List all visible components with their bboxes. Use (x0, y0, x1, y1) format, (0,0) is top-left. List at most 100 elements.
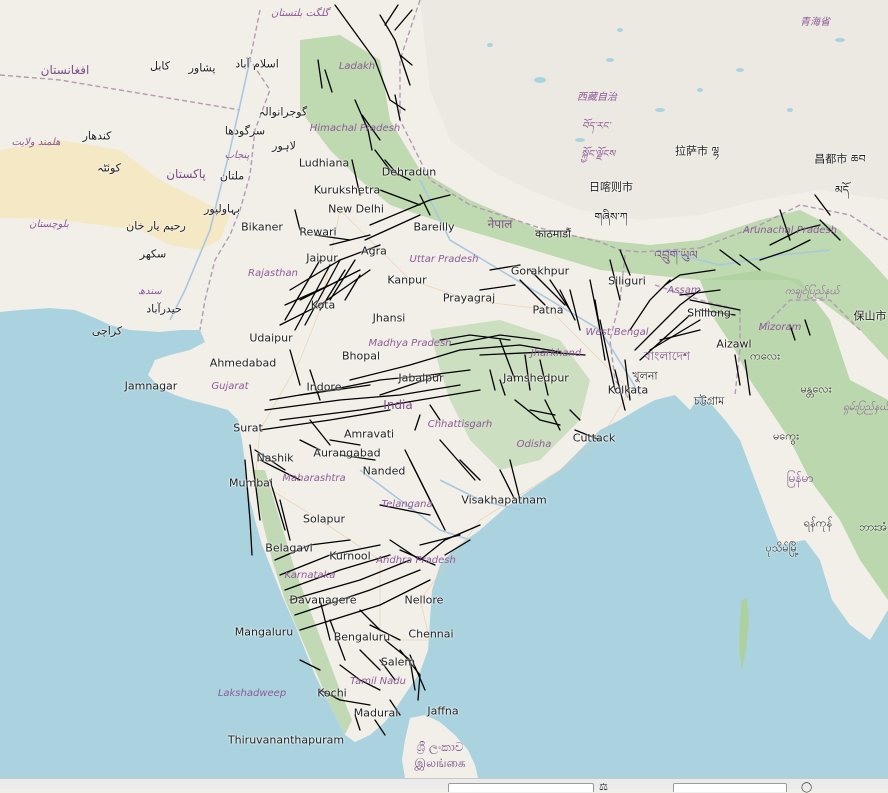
plateau-tibet (420, 0, 888, 220)
map-label-city: Madurai (353, 706, 399, 720)
map-label-state: Maharashtra (282, 473, 346, 484)
map-label-state: Lakshadweep (217, 688, 287, 699)
map-label-city: Thiruvananthapuram (227, 733, 345, 747)
map-label-state: Arunachal Pradesh (743, 225, 837, 236)
map-label-city: Amravati (343, 427, 395, 441)
map-label-city: চট্টগ্রাম (693, 394, 725, 408)
map-label-state: Assam (667, 285, 701, 296)
rivers (169, 59, 831, 541)
map-label-country: افغانستان (40, 63, 90, 77)
map-label-state: Odisha (516, 439, 552, 450)
map-label-city: काठमाडौं (535, 227, 571, 241)
roads (254, 209, 631, 641)
lakes (487, 28, 845, 142)
map-label-city: ملتان (219, 169, 245, 183)
map-label-city: གཞིས་ཀ (594, 210, 628, 224)
map-label-state: ရှမ်းပြည်နယ် (843, 402, 888, 413)
map-label-country: বাংলাদেশ (644, 349, 690, 363)
map-label-city: Gorakhpur (510, 264, 570, 278)
map-label-city: Aurangabad (313, 446, 381, 460)
map-label-city: Ludhiana (298, 156, 350, 170)
map-label-city: Bengaluru (333, 630, 391, 644)
forest-western-ghats (252, 470, 352, 735)
map-label-city: খুলনা (632, 369, 658, 383)
map-label-state: Madhya Pradesh (368, 338, 452, 349)
desert-area (0, 140, 230, 250)
forest-northeast (700, 270, 888, 600)
map-label-city: Shillong (687, 306, 731, 320)
map-label-city: Jamnagar (124, 379, 178, 393)
map-label-state: Gujarat (211, 381, 249, 392)
map-label-city: Siliguri (608, 274, 646, 288)
map-label-city: Surat (233, 421, 263, 435)
map-label-city: Chennai (408, 627, 454, 641)
map-label-state: هلمند ولایت (11, 137, 61, 148)
map-label-state: Jharkhand (530, 348, 582, 359)
map-label-city: Kurnool (329, 549, 371, 563)
map-label-state: سندھ (138, 286, 162, 297)
map-label-city: Cuttack (572, 431, 616, 445)
map-label-city: Kolkata (607, 383, 649, 397)
map-label-state: Tamil Nadu (350, 676, 406, 687)
map-label-city: Mumbai (229, 476, 273, 490)
map-label-city: မန္တလေး (800, 382, 832, 396)
map-label-city: Kurukshetra (313, 183, 381, 197)
map-label-city: 日喀则市 (589, 180, 633, 194)
map-label-country: India (383, 398, 413, 412)
map-label-city: 昌都市 ཆབ (814, 152, 866, 166)
map-label-country: இலங்கை (414, 756, 466, 770)
map-label-state: Karnataka (284, 570, 336, 581)
map-label-city: 保山市 (853, 309, 887, 323)
map-label-city: Davanagere (289, 593, 357, 607)
map-label-city: Nashik (256, 451, 294, 465)
map-label-city: اسلام آباد (235, 57, 279, 71)
map-label-city: ပုသိမ်မြို့ (765, 541, 799, 555)
map-label-city: پشاور (188, 61, 216, 75)
map-label-city: Nellore (404, 593, 444, 607)
map-label-country: پاکستان (166, 167, 206, 181)
map-label-city: Mangaluru (234, 625, 294, 639)
map-label-city: Ahmedabad (209, 356, 277, 370)
map-label-city: Visakhapatnam (461, 493, 547, 507)
land-andaman (739, 598, 749, 670)
map-label-state: Mizoram (758, 322, 802, 333)
map-label-city: Kota (310, 298, 336, 312)
status-bar: ⚖ ◯ (0, 778, 888, 793)
map-label-city: سرگودھا (224, 124, 266, 138)
map-label-state: བོད་རང་ (581, 121, 611, 132)
map-label-city: Udaipur (249, 331, 293, 345)
map-label-city: Jhansi (372, 311, 406, 325)
map-label-state: گلگت بلتستان (270, 8, 330, 19)
map-label-state: Uttar Pradesh (409, 254, 479, 265)
map-label-city: Jabalpur (398, 371, 444, 385)
map-label-country: မြန်မာ (786, 471, 814, 485)
map-label-city: ကလေး (750, 349, 780, 363)
map-label-city: رحیم یار خان (126, 219, 186, 233)
map-label-city: لاہور (272, 139, 296, 153)
map-label-city: Bhopal (341, 349, 381, 363)
map-label-city: Nanded (362, 464, 406, 478)
map-label-city: Agra (361, 244, 387, 258)
map-label-city: گوجرانوالہ (258, 105, 308, 119)
map-label-city: Belagavi (265, 541, 313, 555)
map-label-country: འབྲུག་ཡུལ (654, 248, 698, 262)
map-label-city: Jaipur (306, 251, 338, 265)
map-label-city: New Delhi (328, 202, 384, 216)
fault-lines (244, 4, 841, 736)
map-label-city: کندھار (82, 129, 112, 143)
map-label-city: بہاولپور (204, 202, 240, 216)
map-label-city: ဘားအံ (858, 520, 888, 534)
map-label-city: حیدرآباد (146, 302, 182, 316)
map-label-state: Andhra Pradesh (376, 555, 456, 566)
map-label-state: Chhattisgarh (427, 419, 493, 430)
map-label-state: Telangana (381, 499, 433, 510)
map-label-city: Kochi (317, 686, 347, 700)
map-label-city: Prayagraj (442, 291, 496, 305)
map-label-city: Patna (532, 303, 564, 317)
map-label-state: Ladakh (338, 61, 376, 72)
map-label-city: Bikaner (241, 220, 283, 234)
map-label-city: کراچی (91, 324, 123, 338)
map-label-city: Jaffna (427, 704, 459, 718)
